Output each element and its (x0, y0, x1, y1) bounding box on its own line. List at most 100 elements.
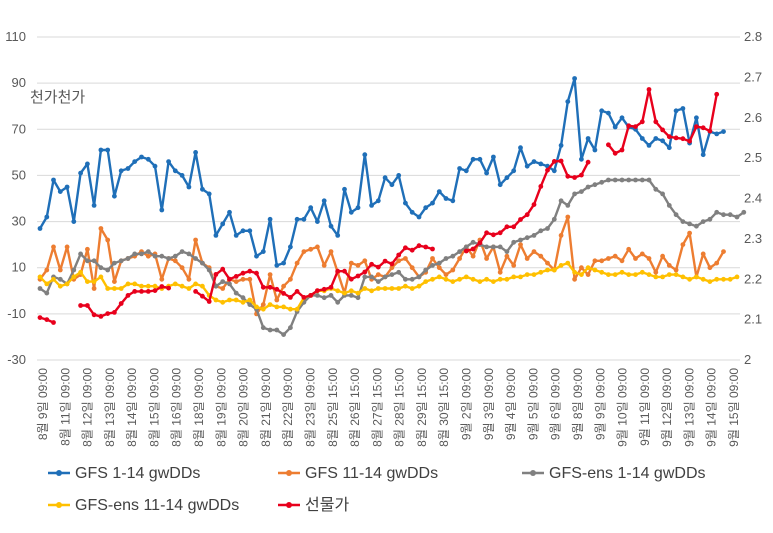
data-point (389, 272, 395, 277)
data-point (348, 288, 354, 294)
data-point (51, 320, 56, 325)
data-point (477, 156, 483, 162)
data-point (599, 179, 605, 185)
data-point (714, 209, 720, 215)
data-point (606, 256, 611, 261)
data-point (477, 240, 483, 246)
data-point (362, 269, 368, 275)
data-point (213, 272, 219, 277)
data-point (139, 251, 144, 257)
data-point (538, 269, 544, 275)
data-point (585, 184, 591, 190)
legend-item: GFS 11-14 gwDDs (278, 465, 438, 482)
left-tick-label: 10 (12, 260, 26, 275)
data-point (592, 182, 598, 188)
legend-label: GFS-ens 1-14 gwDDs (549, 465, 706, 482)
data-point (463, 168, 469, 174)
data-point (694, 124, 699, 129)
data-point (430, 263, 435, 268)
data-point (403, 283, 408, 289)
data-point (558, 198, 564, 204)
data-point (382, 258, 388, 264)
data-point (423, 267, 429, 273)
data-point (430, 200, 435, 206)
data-point (247, 297, 253, 303)
data-point (585, 265, 591, 271)
data-point (301, 249, 307, 255)
data-point (220, 286, 226, 291)
data-point (572, 276, 577, 282)
data-point (112, 279, 117, 284)
x-tick-label: 8월 28일 15:00 (393, 368, 407, 447)
data-point (639, 119, 645, 125)
data-point (301, 295, 307, 300)
data-point (409, 209, 415, 215)
data-point (233, 233, 239, 238)
legend-item: GFS-ens 1-14 gwDDs (522, 465, 706, 482)
data-point (612, 253, 618, 259)
data-point (112, 260, 117, 266)
data-point (375, 279, 381, 284)
data-point (538, 228, 544, 234)
data-point (98, 314, 104, 319)
data-point (633, 177, 638, 183)
data-point (315, 219, 320, 225)
data-point (694, 115, 699, 121)
data-point (71, 219, 77, 225)
data-point (37, 286, 43, 291)
data-point (714, 131, 720, 137)
data-point (206, 299, 212, 304)
data-point (315, 293, 320, 298)
data-point (145, 289, 151, 294)
data-point (409, 286, 415, 291)
data-point (504, 253, 510, 259)
data-point (633, 272, 638, 277)
data-point (423, 279, 429, 284)
x-tick-label: 8월 20일 09:00 (237, 368, 251, 447)
data-point (666, 134, 672, 140)
data-point (145, 156, 151, 162)
data-point (362, 274, 368, 280)
data-point (112, 193, 117, 199)
data-point (321, 198, 327, 204)
data-point (606, 142, 611, 148)
data-point (531, 233, 537, 238)
data-point (653, 274, 659, 280)
data-point (721, 129, 726, 135)
data-point (227, 297, 232, 303)
data-point (518, 242, 523, 248)
data-point (288, 276, 293, 282)
data-point (504, 175, 510, 181)
data-point (145, 283, 151, 289)
x-tick-label: 8월 27일 15:00 (370, 368, 384, 447)
data-point (227, 209, 232, 215)
data-point (409, 247, 415, 253)
data-point (673, 267, 679, 273)
data-point (524, 256, 530, 261)
data-point (558, 263, 564, 268)
x-tick-label: 8월 26일 15:00 (348, 368, 362, 447)
data-point (213, 297, 219, 303)
data-point (518, 237, 523, 243)
x-tick-label: 8월 23일 09:00 (303, 368, 317, 447)
data-point (721, 249, 726, 255)
x-tick-label: 9월 13일 09:00 (682, 368, 696, 447)
x-tick-label: 9월 2일 09:00 (460, 368, 474, 440)
x-tick-label: 8월 22일 09:00 (281, 368, 295, 447)
data-point (247, 268, 253, 274)
data-point (125, 166, 131, 171)
data-point (294, 306, 300, 312)
data-point (98, 274, 104, 280)
data-point (172, 168, 178, 174)
data-point (551, 168, 557, 174)
data-point (57, 276, 63, 282)
data-point (179, 173, 185, 178)
data-point (51, 177, 56, 183)
data-point (105, 286, 111, 291)
data-point (396, 252, 402, 258)
data-point (254, 270, 259, 276)
data-point (484, 276, 489, 282)
data-point (91, 203, 97, 208)
data-point (396, 269, 402, 275)
